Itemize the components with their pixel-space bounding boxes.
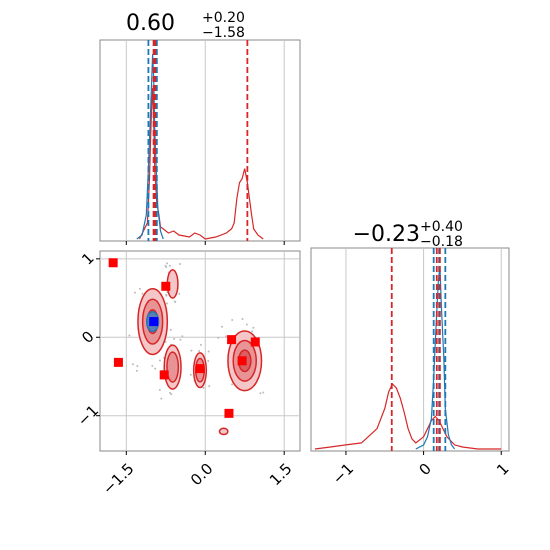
scatter-point bbox=[128, 334, 131, 337]
scatter-point bbox=[154, 367, 157, 370]
y-tick-label: −1 bbox=[74, 402, 102, 430]
scatter-point bbox=[166, 262, 169, 265]
scatter-point bbox=[198, 349, 201, 352]
scatter-point bbox=[207, 350, 210, 353]
scatter-point bbox=[158, 388, 161, 391]
scatter-point bbox=[189, 373, 192, 376]
title-param1: −0.23 +0.40 −0.18 bbox=[353, 219, 463, 250]
x-tick-label: 0.0 bbox=[187, 460, 217, 490]
scatter-point bbox=[251, 330, 254, 333]
scatter-point bbox=[179, 263, 182, 266]
x-tick-label: 1.5 bbox=[266, 460, 296, 490]
marker-red-square bbox=[108, 258, 118, 268]
scatter-point bbox=[179, 338, 182, 341]
scatter-point bbox=[165, 266, 168, 269]
y-tick-label: 1 bbox=[78, 249, 97, 268]
hist1-tick-label: −1 bbox=[329, 460, 357, 488]
scatter-point bbox=[178, 292, 181, 295]
title-param1-main: −0.23 bbox=[353, 222, 420, 247]
marker-red-square bbox=[161, 281, 171, 291]
scatter-point bbox=[202, 386, 205, 389]
title-param0-main: 0.60 bbox=[126, 11, 175, 36]
scatter-point bbox=[245, 323, 248, 326]
scatter-point bbox=[141, 292, 144, 295]
scatter-point bbox=[165, 294, 168, 297]
hist1-tick-label: 0 bbox=[415, 460, 434, 479]
histogram-param1: −1 0 1 bbox=[310, 247, 513, 488]
scatter-point bbox=[217, 336, 220, 339]
scatter-point bbox=[199, 343, 202, 346]
title-param0-plus: +0.20 bbox=[202, 10, 245, 26]
title-param1-plus: +0.40 bbox=[420, 219, 463, 235]
scatter-point bbox=[225, 335, 228, 338]
hist1-series-blue bbox=[415, 266, 456, 450]
scatter-point bbox=[131, 363, 134, 366]
marker-red-square bbox=[250, 337, 260, 347]
marker-red-square bbox=[159, 370, 169, 380]
scatter-point bbox=[208, 385, 211, 388]
title-param0-minus: −1.58 bbox=[202, 25, 245, 41]
scatter-point bbox=[259, 392, 262, 395]
scatter-point bbox=[168, 264, 171, 267]
scatter-point bbox=[173, 337, 176, 340]
scatter-point bbox=[207, 360, 210, 363]
hist0-series-blue bbox=[136, 53, 164, 240]
hist1-series-red bbox=[314, 382, 502, 450]
scatter-point bbox=[181, 335, 184, 338]
hist0-frame bbox=[99, 39, 301, 242]
scatter-point bbox=[241, 318, 244, 321]
contour-level bbox=[166, 351, 180, 383]
scatter-point bbox=[170, 393, 173, 396]
scatter-point bbox=[169, 391, 172, 394]
scatter-point bbox=[133, 291, 136, 294]
marker-red-square bbox=[113, 357, 123, 367]
scatter-point bbox=[160, 397, 163, 400]
scatter-point bbox=[262, 391, 265, 394]
marker-blue-square bbox=[149, 317, 159, 327]
marker-red-square bbox=[224, 408, 234, 418]
scatter-point bbox=[151, 364, 154, 367]
y-tick-label: 0 bbox=[78, 328, 97, 347]
scatter-point bbox=[135, 369, 138, 372]
hist1-frame bbox=[310, 247, 510, 452]
scatter-point bbox=[231, 383, 234, 386]
scatter-point bbox=[138, 287, 141, 290]
title-param1-minus: −0.18 bbox=[420, 234, 463, 250]
marker-red-square bbox=[195, 364, 205, 374]
marker-red-square bbox=[227, 335, 237, 345]
scatter-point bbox=[190, 349, 193, 352]
scatter-point bbox=[169, 328, 172, 331]
x-tick-label: −1.5 bbox=[99, 460, 137, 498]
hist1-tick-label: 1 bbox=[493, 460, 512, 479]
scatter-point bbox=[252, 326, 255, 329]
scatter-contour-panel: −1.5 0.0 1.5 −1 0 1 bbox=[74, 249, 301, 498]
scatter-point bbox=[173, 300, 176, 303]
title-param0: 0.60 +0.20 −1.58 bbox=[126, 10, 245, 41]
contour-level bbox=[218, 427, 229, 436]
scatter-point bbox=[158, 359, 161, 362]
histogram-param0 bbox=[99, 39, 301, 245]
marker-red-square bbox=[237, 356, 247, 366]
scatter-point bbox=[231, 318, 234, 321]
scatter-point bbox=[166, 302, 169, 305]
scatter-point bbox=[136, 365, 139, 368]
scatter-point bbox=[220, 325, 223, 328]
